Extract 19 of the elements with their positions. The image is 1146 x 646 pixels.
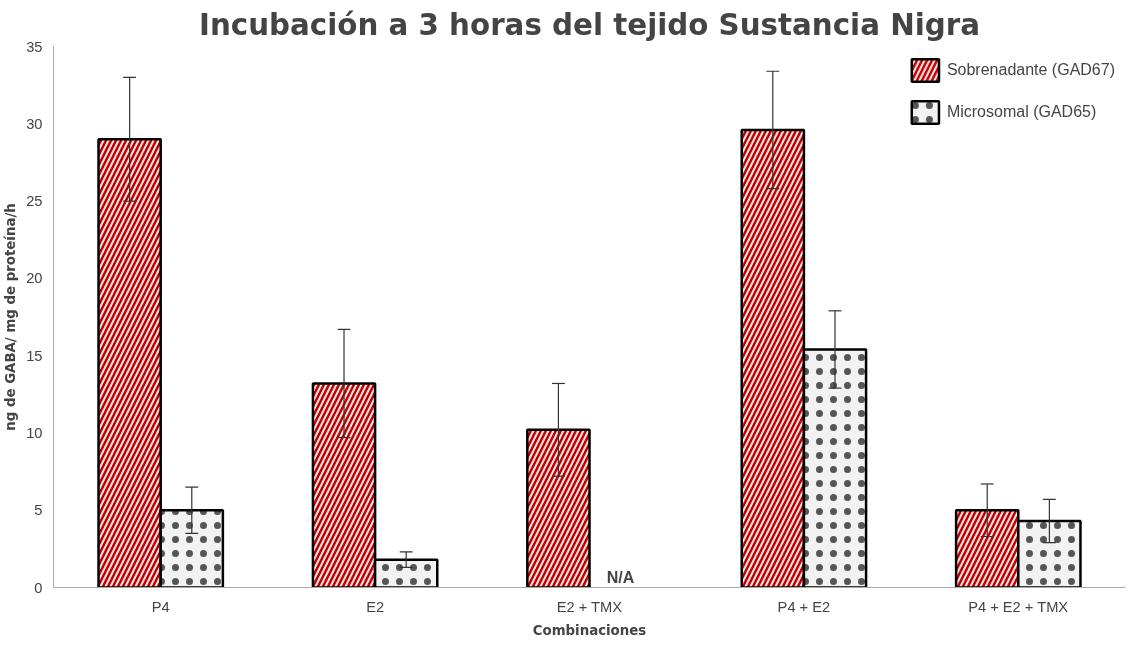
y-tick-label: 20 xyxy=(26,270,43,287)
x-tick-label: P4 + E2 xyxy=(777,598,831,615)
x-axis-title: Combinaciones xyxy=(532,622,647,638)
y-tick-label: 25 xyxy=(26,193,43,210)
y-axis-title: ng de GABA/ mg de proteína/h xyxy=(3,203,19,431)
y-tick-label: 0 xyxy=(34,579,43,596)
y-tick-label: 5 xyxy=(34,502,43,519)
y-tick-label: 30 xyxy=(26,115,43,132)
annotation: N/A xyxy=(606,568,635,586)
legend-label: Sobrenadante (GAD67) xyxy=(946,61,1115,79)
x-tick-label: P4 + E2 + TMX xyxy=(968,598,1069,615)
x-tick-label: E2 + TMX xyxy=(556,598,623,615)
x-tick-label: P4 xyxy=(151,598,170,615)
y-tick-label: 15 xyxy=(26,347,43,364)
legend-label: Microsomal (GAD65) xyxy=(946,103,1097,121)
x-tick-label: E2 xyxy=(366,598,385,615)
chart-title: Incubación a 3 horas del tejido Sustancia Nigra xyxy=(198,7,981,42)
y-tick-label: 10 xyxy=(26,424,43,441)
y-tick-label: 35 xyxy=(26,38,43,55)
